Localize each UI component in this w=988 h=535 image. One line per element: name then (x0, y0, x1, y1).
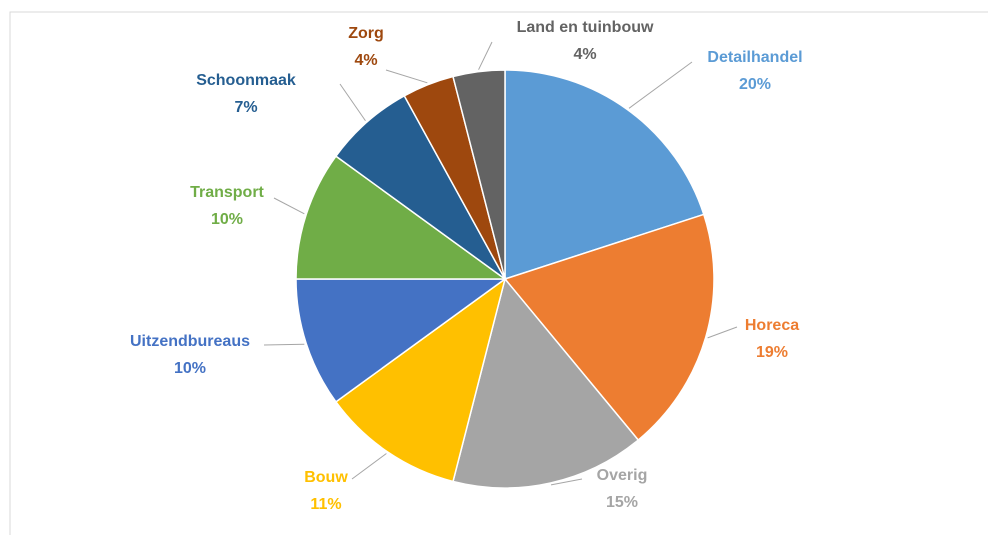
value-label: 10% (211, 211, 243, 228)
category-label: Transport (190, 184, 264, 201)
value-label: 20% (739, 76, 771, 93)
value-label: 4% (573, 46, 596, 63)
value-label: 10% (174, 360, 206, 377)
value-label: 15% (606, 494, 638, 511)
category-label: Horeca (745, 317, 799, 334)
leader-line (385, 69, 428, 84)
pie-slice (503, 213, 715, 442)
leader-line (263, 343, 305, 346)
leader-line (707, 326, 738, 339)
value-label: 19% (756, 344, 788, 361)
leader-line (273, 197, 305, 215)
leader-line (339, 83, 366, 122)
leader-line (628, 61, 693, 109)
value-label: 4% (354, 52, 377, 69)
category-label: Bouw (304, 469, 348, 486)
pie-slice (295, 278, 508, 403)
pie-slice (452, 277, 640, 489)
value-label: 7% (234, 99, 257, 116)
category-label: Land en tuinbouw (517, 19, 654, 36)
pie-slice (295, 155, 508, 280)
category-label: Detailhandel (707, 49, 802, 66)
pie-slice (504, 69, 705, 281)
pie-slice (334, 277, 507, 483)
leader-line (478, 41, 493, 70)
category-label: Schoonmaak (196, 72, 296, 89)
leader-line (550, 478, 583, 486)
pie-slice (452, 69, 506, 280)
leader-line (351, 453, 387, 480)
category-label: Uitzendbureaus (130, 333, 250, 350)
category-label: Overig (597, 467, 648, 484)
value-label: 11% (310, 496, 341, 513)
category-label: Zorg (348, 25, 384, 42)
